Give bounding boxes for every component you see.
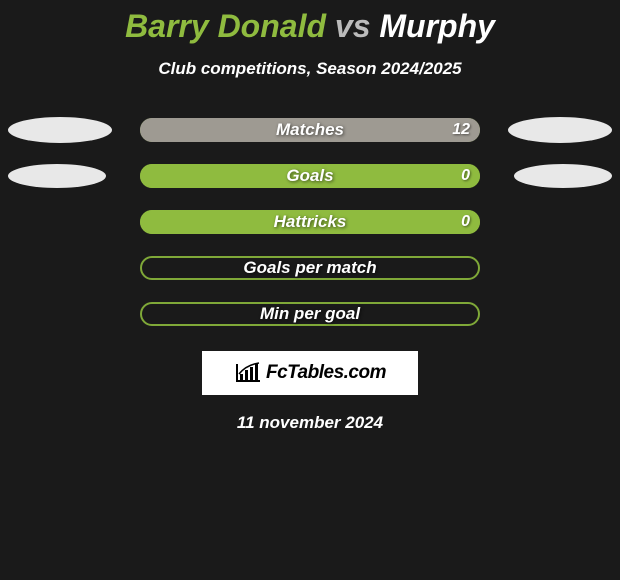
stat-label: Goals — [286, 166, 333, 186]
decor-ellipse-right — [514, 164, 612, 188]
stat-value-right: 0 — [461, 167, 470, 185]
vs-text: vs — [335, 8, 371, 44]
subtitle: Club competitions, Season 2024/2025 — [0, 59, 620, 79]
stat-row: 0 Hattricks — [0, 199, 620, 245]
decor-ellipse-left — [8, 164, 106, 188]
stat-bar: Goals per match — [140, 256, 480, 280]
comparison-card: Barry Donald vs Murphy Club competitions… — [0, 0, 620, 433]
stats-area: 12 Matches 0 Goals 0 Hattricks Goals per match… — [0, 107, 620, 337]
stat-bar: 12 Matches — [140, 118, 480, 142]
stat-label: Hattricks — [274, 212, 347, 232]
decor-ellipse-right — [508, 117, 612, 143]
stat-label: Min per goal — [260, 304, 360, 324]
stat-bar: 0 Hattricks — [140, 210, 480, 234]
chart-icon — [234, 362, 262, 384]
stat-value-right: 0 — [461, 213, 470, 231]
stat-value-right: 12 — [452, 121, 470, 139]
stat-row: Goals per match — [0, 245, 620, 291]
stat-label: Matches — [276, 120, 344, 140]
decor-ellipse-left — [8, 117, 112, 143]
stat-bar: 0 Goals — [140, 164, 480, 188]
logo-box: FcTables.com — [202, 351, 418, 395]
title: Barry Donald vs Murphy — [0, 8, 620, 45]
stat-row: Min per goal — [0, 291, 620, 337]
stat-row: 12 Matches — [0, 107, 620, 153]
stat-row: 0 Goals — [0, 153, 620, 199]
stat-label: Goals per match — [243, 258, 376, 278]
player2-name: Murphy — [379, 8, 495, 44]
stat-bar: Min per goal — [140, 302, 480, 326]
logo-text: FcTables.com — [266, 362, 386, 384]
player1-name: Barry Donald — [125, 8, 326, 44]
date-text: 11 november 2024 — [0, 413, 620, 433]
